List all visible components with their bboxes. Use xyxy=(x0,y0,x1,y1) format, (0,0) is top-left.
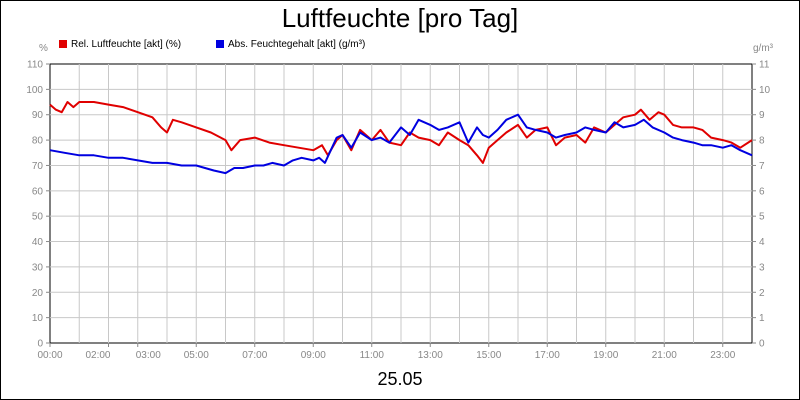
y-tick-label-right: 9 xyxy=(759,110,765,121)
series-line-rel-humidity xyxy=(49,101,753,164)
y-tick-label-right: 8 xyxy=(759,136,765,147)
y-tick-label-left: 10 xyxy=(32,313,44,324)
x-tick-label: 21:00 xyxy=(652,350,677,361)
y-tick-label-left: 80 xyxy=(32,136,44,147)
y-axis-left-unit: % xyxy=(39,43,48,54)
y-tick-label-right: 7 xyxy=(759,161,765,172)
y-tick-label-right: 10 xyxy=(759,85,771,96)
x-tick-label: 05:00 xyxy=(184,350,209,361)
y-tick-label-left: 110 xyxy=(27,60,43,71)
x-tick-label: 00:00 xyxy=(37,350,62,361)
y-tick-label-left: 70 xyxy=(32,161,44,172)
x-tick-label: 09:00 xyxy=(301,350,326,361)
chart-title: Luftfeuchte [pro Tag] xyxy=(281,3,519,33)
x-tick-label: 17:00 xyxy=(535,350,560,361)
gridlines xyxy=(50,64,752,343)
x-tick-label: 03:00 xyxy=(136,350,161,361)
x-tick-label: 19:00 xyxy=(593,350,618,361)
y-tick-label-right: 4 xyxy=(759,237,765,248)
x-tick-label: 13:00 xyxy=(418,350,443,361)
x-tick-label: 23:00 xyxy=(710,350,735,361)
y-tick-label-right: 2 xyxy=(759,288,765,299)
x-axis-ticks: 00:00 02:00 03:00 05:00 07:00 09:00 11:00 13:00… xyxy=(37,343,736,361)
y-axis-right-ticks: 0 1 2 3 4 5 6 7 8 9 10 11 xyxy=(752,60,771,350)
series-line-abs-humidity xyxy=(49,113,753,175)
y-tick-label-left: 40 xyxy=(32,237,44,248)
y-tick-label-left: 30 xyxy=(32,262,44,273)
y-axis-left-ticks: 0 10 20 30 40 50 60 70 80 90 100 110 xyxy=(26,60,50,350)
legend-label: Rel. Luftfeuchte [akt] (%) xyxy=(71,39,182,50)
y-tick-label-right: 1 xyxy=(759,313,765,324)
y-tick-label-right: 5 xyxy=(759,212,765,223)
legend-swatch-red xyxy=(59,40,67,48)
y-tick-label-left: 60 xyxy=(32,186,44,197)
legend-item-rel-humidity: Rel. Luftfeuchte [akt] (%) xyxy=(59,39,181,50)
y-tick-label-left: 20 xyxy=(32,288,44,299)
y-tick-label-left: 0 xyxy=(37,339,43,350)
y-tick-label-left: 90 xyxy=(32,110,44,121)
x-tick-label: 07:00 xyxy=(242,350,267,361)
x-tick-label: 11:00 xyxy=(360,350,385,361)
y-tick-label-right: 0 xyxy=(759,339,765,350)
x-axis-date-label: 25.05 xyxy=(377,369,423,389)
y-tick-label-right: 11 xyxy=(759,60,770,71)
x-tick-label: 02:00 xyxy=(85,350,110,361)
legend-swatch-blue xyxy=(216,40,224,48)
legend-label: Abs. Feuchtegehalt [akt] (g/m³) xyxy=(228,39,366,50)
series-lines xyxy=(49,101,753,175)
y-tick-label-left: 50 xyxy=(32,212,44,223)
y-axis-right-unit: g/m³ xyxy=(753,43,773,54)
y-tick-label-right: 6 xyxy=(759,186,765,197)
y-tick-label-right: 3 xyxy=(759,262,765,273)
y-tick-label-left: 100 xyxy=(26,85,43,96)
x-tick-label: 15:00 xyxy=(476,350,501,361)
legend-item-abs-humidity: Abs. Feuchtegehalt [akt] (g/m³) xyxy=(216,39,365,50)
